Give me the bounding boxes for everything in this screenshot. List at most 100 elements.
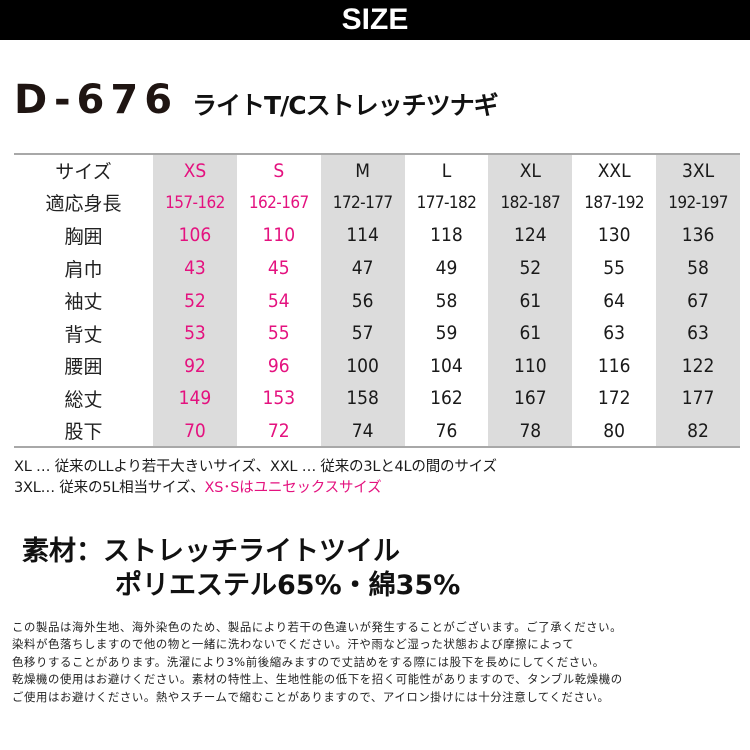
cell-xxl: 80 [603, 419, 626, 442]
caution-line: この製品は海外生地、海外染色のため、製品により若干の色違いが発生することがござい… [12, 620, 623, 634]
row-label: 肩巾 [64, 258, 103, 281]
cell-m: 172-177 [320, 186, 405, 220]
material-line-1: 素材：ストレッチライトツイル [22, 536, 400, 567]
table-header-row: サイズ XS S M L XL XXL 3XL [14, 154, 740, 187]
cell-xs: 53 [153, 316, 237, 350]
caution-line: 染料が色落ちしますので他の物と一緒に洗わないでください。汗や雨など湿った状態およ… [12, 637, 575, 652]
banner-title: SIZE [341, 3, 409, 36]
product-name: ライトT/Cストレッチツナギ [192, 91, 499, 120]
cell-xs: 149 [153, 382, 237, 415]
cell-xxl: 172 [597, 387, 631, 410]
cell-s: 110 [262, 224, 296, 247]
cell-xxl: 64 [603, 289, 626, 312]
size-banner: SIZE [0, 0, 750, 40]
cell-s: 153 [262, 387, 296, 410]
note-line-1: XL … 従来のLLより若干大きいサイズ、XXL … 従来の3Lと4Lの間のサイ… [14, 459, 497, 475]
caution-line: 乾燥機の使用はお避けください。素材の特性上、生地性能の低下を招く可能性があります… [12, 672, 623, 687]
cell-3xl: 136 [656, 219, 740, 252]
care-caution: この製品は海外生地、海外染色のため、製品により若干の色違いが発生することがござい… [12, 619, 747, 706]
caution-line: ご使用はお避けください。熱やスチームで縮むことがありますので、アイロン掛けには十… [12, 689, 610, 704]
caution-line: 色移りすることがあります。洗濯により3%前後縮みますので丈詰めをする際には股下を… [12, 654, 605, 669]
table-row: 股下 70 72 74 76 78 80 82 [14, 414, 740, 448]
table-row: 総丈 149 153 158 162 167 172 177 [14, 382, 740, 415]
size-header-xs: XS [153, 154, 237, 187]
size-notes: XL … 従来のLLより若干大きいサイズ、XXL … 従来の3Lと4Lの間のサイ… [14, 457, 744, 499]
cell-s: 72 [267, 419, 290, 442]
row-label: 総丈 [64, 388, 103, 411]
cell-3xl: 177 [656, 382, 740, 415]
cell-xxl: 116 [597, 354, 631, 377]
cell-xxl: 187-192 [584, 192, 644, 213]
cell-xs: 70 [153, 414, 237, 448]
cell-3xl: 122 [656, 349, 740, 383]
cell-l: 177-182 [416, 192, 477, 213]
cell-xs: 106 [153, 219, 237, 252]
cell-l: 104 [430, 354, 463, 377]
material-composition: ポリエステル65%・綿35% [115, 570, 461, 601]
cell-m: 100 [320, 349, 405, 383]
cell-xl: 110 [488, 349, 573, 383]
size-header-l: L [441, 159, 452, 182]
cell-l: 118 [430, 224, 463, 247]
cell-m: 56 [320, 284, 405, 317]
cell-xl: 52 [488, 251, 573, 285]
cell-3xl: 192-197 [656, 186, 740, 220]
size-chart-table: サイズ XS S M L XL XXL 3XL 適応身長 157-162 162-1… [14, 153, 740, 449]
cell-s: 55 [267, 322, 290, 345]
material-info: 素材：ストレッチライトツイル ポリエステル65%・綿35% [22, 535, 460, 603]
cell-xl: 61 [488, 316, 573, 350]
note-line-2-text: 3XL… 従来の5L相当サイズ、 [14, 480, 205, 496]
product-title: D-676 ライトT/Cストレッチツナギ [14, 70, 499, 123]
cell-3xl: 58 [656, 251, 740, 285]
note-line-2: 3XL… 従来の5L相当サイズ、XS･Sはユニセックスサイズ [14, 478, 744, 499]
cell-xl: 61 [488, 284, 573, 317]
size-header-m: M [320, 154, 405, 187]
cell-xl: 167 [488, 382, 573, 415]
cell-xs: 43 [153, 251, 237, 285]
cell-xs: 52 [153, 284, 237, 317]
cell-xl: 182-187 [488, 186, 573, 220]
table-row: 袖丈 52 54 56 58 61 64 67 [14, 284, 740, 317]
unisex-note: XS･Sはユニセックスサイズ [204, 480, 382, 496]
cell-xxl: 130 [597, 224, 631, 247]
row-label: 腰囲 [64, 356, 103, 379]
table-row: 背丈 53 55 57 59 61 63 63 [14, 316, 740, 350]
cell-l: 58 [435, 289, 458, 312]
table-row: 適応身長 157-162 162-167 172-177 177-182 182-187 1… [14, 186, 740, 220]
size-header-3xl: 3XL [656, 154, 740, 187]
cell-m: 47 [320, 251, 405, 285]
row-label: 胸囲 [64, 225, 103, 248]
cell-l: 59 [435, 322, 458, 345]
cell-3xl: 67 [656, 284, 740, 317]
row-label: 背丈 [64, 323, 103, 346]
cell-xl: 78 [488, 414, 573, 448]
header-label: サイズ [55, 161, 112, 184]
cell-m: 74 [320, 414, 405, 448]
cell-3xl: 82 [656, 414, 740, 448]
cell-m: 57 [320, 316, 405, 350]
row-label: 適応身長 [45, 193, 122, 216]
cell-s: 54 [267, 289, 290, 312]
cell-xl: 124 [488, 219, 573, 252]
cell-l: 76 [435, 419, 458, 442]
size-header-xxl: XXL [597, 159, 631, 182]
cell-xxl: 63 [603, 322, 626, 345]
cell-s: 45 [267, 257, 290, 280]
cell-l: 49 [435, 257, 458, 280]
cell-m: 158 [320, 382, 405, 415]
cell-xxl: 55 [603, 257, 626, 280]
cell-xs: 92 [153, 349, 237, 383]
cell-m: 114 [320, 219, 405, 252]
table-row: 腰囲 92 96 100 104 110 116 122 [14, 349, 740, 383]
row-label: 股下 [64, 421, 103, 444]
row-label: 袖丈 [64, 291, 103, 314]
table-row: 胸囲 106 110 114 118 124 130 136 [14, 219, 740, 252]
cell-xs: 157-162 [153, 186, 237, 220]
cell-3xl: 63 [656, 316, 740, 350]
cell-s: 162-167 [248, 192, 309, 213]
model-number: D-676 [14, 77, 179, 123]
cell-s: 96 [267, 354, 290, 377]
table-row: 肩巾 43 45 47 49 52 55 58 [14, 251, 740, 285]
size-header-xl: XL [488, 154, 573, 187]
size-header-s: S [273, 159, 285, 182]
